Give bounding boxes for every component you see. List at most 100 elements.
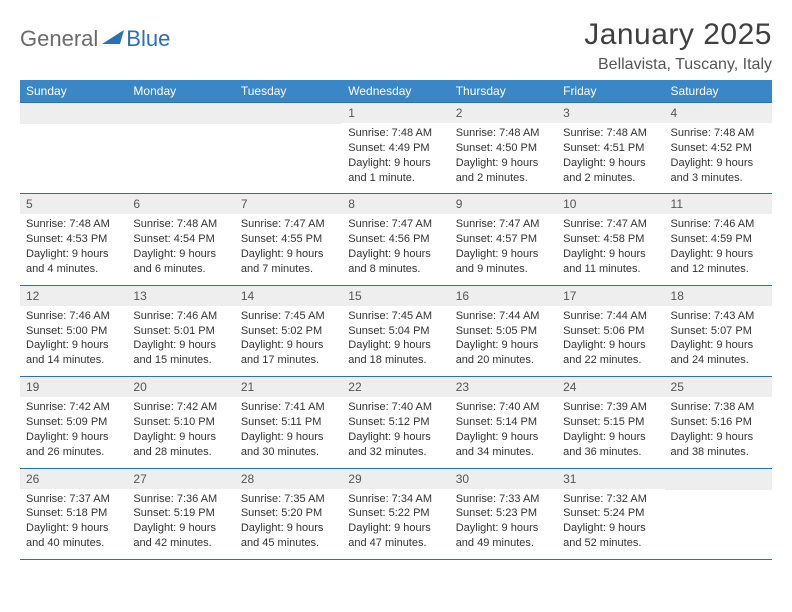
day-cell: 12Sunrise: 7:46 AMSunset: 5:00 PMDayligh… [20,285,127,376]
day-details: Sunrise: 7:42 AMSunset: 5:10 PMDaylight:… [127,397,234,467]
logo-mark-icon [102,28,124,51]
day-number: 16 [450,286,557,306]
day-details: Sunrise: 7:48 AMSunset: 4:50 PMDaylight:… [450,123,557,193]
day-details: Sunrise: 7:48 AMSunset: 4:52 PMDaylight:… [665,123,772,193]
day-details: Sunrise: 7:44 AMSunset: 5:06 PMDaylight:… [557,306,664,376]
day-details: Sunrise: 7:48 AMSunset: 4:49 PMDaylight:… [342,123,449,193]
day-cell: 28Sunrise: 7:35 AMSunset: 5:20 PMDayligh… [235,468,342,559]
day-number: 27 [127,469,234,489]
day-details: Sunrise: 7:48 AMSunset: 4:54 PMDaylight:… [127,214,234,284]
day-cell: 9Sunrise: 7:47 AMSunset: 4:57 PMDaylight… [450,194,557,285]
day-number: 15 [342,286,449,306]
day-cell: 30Sunrise: 7:33 AMSunset: 5:23 PMDayligh… [450,468,557,559]
day-details: Sunrise: 7:40 AMSunset: 5:12 PMDaylight:… [342,397,449,467]
day-number: 14 [235,286,342,306]
day-number: 28 [235,469,342,489]
day-details: Sunrise: 7:44 AMSunset: 5:05 PMDaylight:… [450,306,557,376]
day-details: Sunrise: 7:47 AMSunset: 4:56 PMDaylight:… [342,214,449,284]
day-cell: 18Sunrise: 7:43 AMSunset: 5:07 PMDayligh… [665,285,772,376]
day-number: 19 [20,377,127,397]
day-details: Sunrise: 7:36 AMSunset: 5:19 PMDaylight:… [127,489,234,559]
day-details: Sunrise: 7:48 AMSunset: 4:51 PMDaylight:… [557,123,664,193]
day-details: Sunrise: 7:46 AMSunset: 4:59 PMDaylight:… [665,214,772,284]
day-cell: 15Sunrise: 7:45 AMSunset: 5:04 PMDayligh… [342,285,449,376]
day-number: 24 [557,377,664,397]
day-number: 30 [450,469,557,489]
dow-header: Thursday [450,80,557,103]
day-cell [235,103,342,194]
day-number: 2 [450,103,557,123]
day-number: 29 [342,469,449,489]
day-cell: 25Sunrise: 7:38 AMSunset: 5:16 PMDayligh… [665,377,772,468]
dow-row: SundayMondayTuesdayWednesdayThursdayFrid… [20,80,772,103]
day-cell: 31Sunrise: 7:32 AMSunset: 5:24 PMDayligh… [557,468,664,559]
day-details: Sunrise: 7:47 AMSunset: 4:55 PMDaylight:… [235,214,342,284]
day-number: 8 [342,194,449,214]
empty-day [235,103,342,124]
header: General Blue January 2025 Bellavista, Tu… [20,18,772,74]
day-details: Sunrise: 7:34 AMSunset: 5:22 PMDaylight:… [342,489,449,559]
day-number: 22 [342,377,449,397]
day-number: 17 [557,286,664,306]
day-cell: 14Sunrise: 7:45 AMSunset: 5:02 PMDayligh… [235,285,342,376]
day-cell: 8Sunrise: 7:47 AMSunset: 4:56 PMDaylight… [342,194,449,285]
day-cell [127,103,234,194]
week-row: 1Sunrise: 7:48 AMSunset: 4:49 PMDaylight… [20,103,772,194]
day-cell [20,103,127,194]
day-details: Sunrise: 7:45 AMSunset: 5:02 PMDaylight:… [235,306,342,376]
day-cell: 17Sunrise: 7:44 AMSunset: 5:06 PMDayligh… [557,285,664,376]
day-number: 23 [450,377,557,397]
day-number: 12 [20,286,127,306]
dow-header: Wednesday [342,80,449,103]
day-details: Sunrise: 7:38 AMSunset: 5:16 PMDaylight:… [665,397,772,467]
day-cell: 16Sunrise: 7:44 AMSunset: 5:05 PMDayligh… [450,285,557,376]
empty-day [20,103,127,124]
day-details: Sunrise: 7:47 AMSunset: 4:57 PMDaylight:… [450,214,557,284]
day-number: 25 [665,377,772,397]
day-number: 1 [342,103,449,123]
day-cell: 10Sunrise: 7:47 AMSunset: 4:58 PMDayligh… [557,194,664,285]
day-details: Sunrise: 7:47 AMSunset: 4:58 PMDaylight:… [557,214,664,284]
day-details: Sunrise: 7:48 AMSunset: 4:53 PMDaylight:… [20,214,127,284]
calendar-table: SundayMondayTuesdayWednesdayThursdayFrid… [20,80,772,560]
day-cell: 7Sunrise: 7:47 AMSunset: 4:55 PMDaylight… [235,194,342,285]
day-cell: 26Sunrise: 7:37 AMSunset: 5:18 PMDayligh… [20,468,127,559]
day-cell: 6Sunrise: 7:48 AMSunset: 4:54 PMDaylight… [127,194,234,285]
day-details: Sunrise: 7:46 AMSunset: 5:00 PMDaylight:… [20,306,127,376]
day-details: Sunrise: 7:42 AMSunset: 5:09 PMDaylight:… [20,397,127,467]
dow-header: Friday [557,80,664,103]
day-number: 26 [20,469,127,489]
day-cell: 2Sunrise: 7:48 AMSunset: 4:50 PMDaylight… [450,103,557,194]
day-cell: 13Sunrise: 7:46 AMSunset: 5:01 PMDayligh… [127,285,234,376]
month-title: January 2025 [584,18,772,52]
dow-header: Tuesday [235,80,342,103]
day-number: 7 [235,194,342,214]
week-row: 5Sunrise: 7:48 AMSunset: 4:53 PMDaylight… [20,194,772,285]
day-cell: 22Sunrise: 7:40 AMSunset: 5:12 PMDayligh… [342,377,449,468]
logo-word-blue: Blue [126,26,170,52]
day-details: Sunrise: 7:46 AMSunset: 5:01 PMDaylight:… [127,306,234,376]
day-details: Sunrise: 7:41 AMSunset: 5:11 PMDaylight:… [235,397,342,467]
day-cell: 20Sunrise: 7:42 AMSunset: 5:10 PMDayligh… [127,377,234,468]
day-cell: 24Sunrise: 7:39 AMSunset: 5:15 PMDayligh… [557,377,664,468]
day-number: 20 [127,377,234,397]
day-cell: 23Sunrise: 7:40 AMSunset: 5:14 PMDayligh… [450,377,557,468]
location: Bellavista, Tuscany, Italy [584,56,772,74]
day-details: Sunrise: 7:32 AMSunset: 5:24 PMDaylight:… [557,489,664,559]
day-number: 9 [450,194,557,214]
empty-day [127,103,234,124]
day-cell [665,468,772,559]
day-cell: 21Sunrise: 7:41 AMSunset: 5:11 PMDayligh… [235,377,342,468]
day-number: 21 [235,377,342,397]
day-details: Sunrise: 7:35 AMSunset: 5:20 PMDaylight:… [235,489,342,559]
day-number: 6 [127,194,234,214]
day-details: Sunrise: 7:43 AMSunset: 5:07 PMDaylight:… [665,306,772,376]
day-number: 10 [557,194,664,214]
day-number: 31 [557,469,664,489]
dow-header: Sunday [20,80,127,103]
title-block: January 2025 Bellavista, Tuscany, Italy [584,18,772,74]
day-number: 4 [665,103,772,123]
day-cell: 29Sunrise: 7:34 AMSunset: 5:22 PMDayligh… [342,468,449,559]
day-cell: 4Sunrise: 7:48 AMSunset: 4:52 PMDaylight… [665,103,772,194]
day-cell: 5Sunrise: 7:48 AMSunset: 4:53 PMDaylight… [20,194,127,285]
